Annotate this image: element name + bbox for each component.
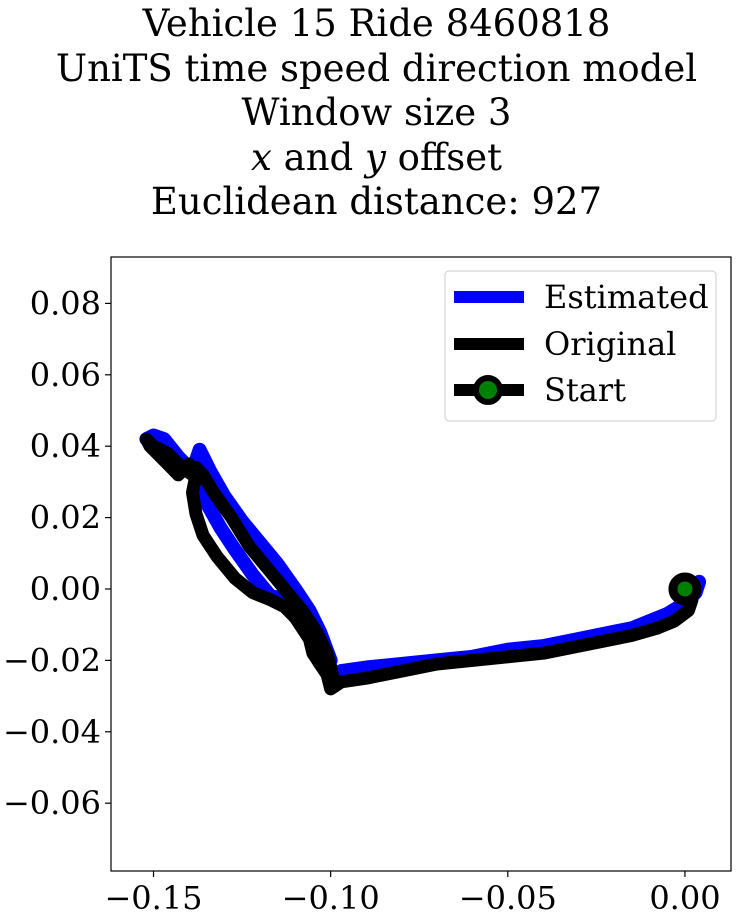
- x-tick-label: −0.15: [104, 879, 202, 917]
- chart-title: Vehicle 15 Ride 8460818 UniTS time speed…: [0, 2, 753, 225]
- y-tick-label: −0.04: [3, 713, 101, 751]
- title-x-var: x: [251, 135, 272, 179]
- title-offset: offset: [385, 135, 502, 179]
- title-line-5: Euclidean distance: 927: [150, 180, 603, 223]
- title-y-var: y: [365, 135, 386, 179]
- y-tick-label: 0.06: [30, 356, 101, 394]
- title-line-3: Window size 3: [241, 91, 512, 134]
- legend-label-start: Start: [544, 371, 626, 409]
- plot-frame: [110, 256, 732, 872]
- series-line-original: [139, 432, 699, 696]
- legend-label-original: Original: [544, 325, 676, 363]
- title-line-1: Vehicle 15 Ride 8460818: [142, 2, 611, 45]
- legend-swatch-start-marker: [473, 375, 503, 405]
- start-marker: [668, 572, 702, 606]
- legend-label-estimated: Estimated: [544, 278, 709, 316]
- y-tick-label: 0.00: [30, 570, 101, 608]
- y-tick-label: 0.08: [30, 284, 101, 322]
- y-tick-label: 0.04: [30, 427, 101, 465]
- legend: Estimated Original Start: [444, 270, 717, 422]
- series-line-estimated: [139, 428, 707, 682]
- legend-frame: [444, 270, 717, 422]
- title-line-4: x and y offset: [0, 136, 753, 181]
- series-layer: [139, 428, 707, 696]
- y-tick-label: 0.02: [30, 499, 101, 537]
- x-tick-label: −0.05: [459, 879, 557, 917]
- y-tick-label: −0.06: [3, 784, 101, 822]
- tick-layer: −0.15 −0.10 −0.05 0.00 0.08 0.06 0.04 0.02 0.00 −…: [3, 284, 721, 917]
- x-tick-label: −0.10: [282, 879, 380, 917]
- x-tick-label: 0.00: [649, 879, 720, 917]
- title-line-2: UniTS time speed direction model: [55, 46, 698, 90]
- y-tick-label: −0.02: [3, 641, 101, 679]
- title-and: and: [271, 135, 365, 179]
